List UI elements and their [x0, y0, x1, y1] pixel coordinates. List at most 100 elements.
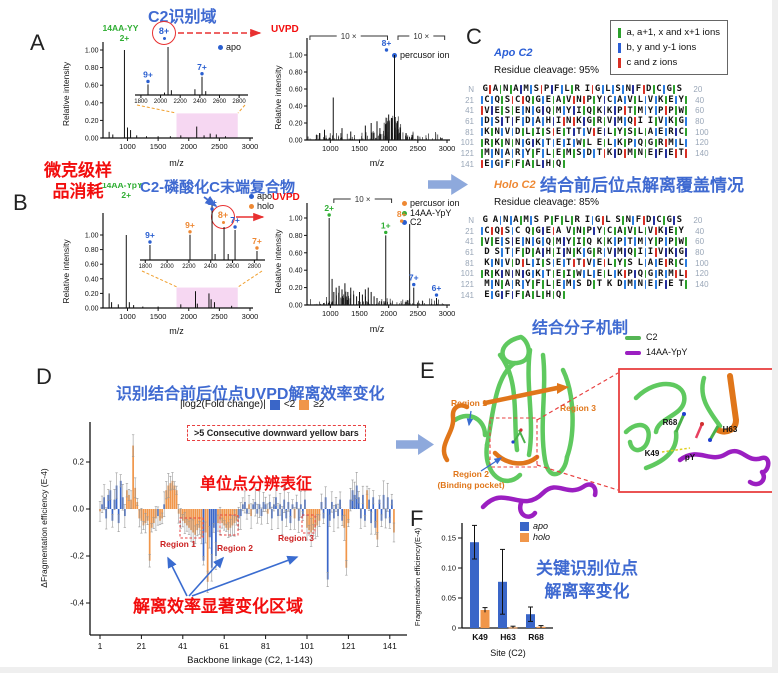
text-mark: 0.40 — [289, 268, 303, 275]
sequence-row: 81 K N V D L I S E T T V E L Y S L A E R C 100 — [465, 127, 709, 138]
path-mark — [623, 422, 651, 453]
a-main-legend: apo — [218, 42, 242, 53]
d-note-regions: 解离效率显著变化区域 — [133, 597, 303, 616]
path-mark — [517, 500, 538, 519]
rect-mark — [326, 509, 329, 580]
sequence-row: 41 V E S E N G Q M Y I Q K K P T M Y P P W 60 — [465, 236, 705, 247]
rect-mark — [152, 509, 155, 524]
text-mark: 7+ — [197, 62, 207, 72]
circle-mark — [188, 230, 192, 234]
ion-type-legend: a, a+1, x and x+1 ions b, y and y-1 ions… — [610, 20, 728, 75]
text-mark: 14AA-YY — [102, 23, 138, 33]
b-uvpd-legend-peptide: 14AA-YpY — [410, 207, 452, 218]
text-mark: 0.80 — [289, 70, 303, 77]
text-mark: -0.2 — [70, 552, 84, 561]
path-mark — [433, 35, 446, 40]
path-mark — [747, 469, 767, 487]
text-mark: 0.60 — [85, 262, 99, 269]
text-mark: 81 — [261, 641, 271, 651]
b-title-cn: C2-磷酸化C末端复合物 — [140, 179, 296, 196]
sequence-row: 121 M N A R Y F L E M S D T K D M N E F E T 140 — [460, 279, 709, 290]
text-mark: 8+ — [207, 197, 217, 207]
text-mark: 0.00 — [289, 303, 303, 310]
c-title-cn: 结合前后位点解离覆盖情况 — [540, 176, 744, 195]
circle-mark — [700, 422, 704, 426]
text-mark: Region 2 — [217, 543, 253, 553]
a-legend-apo-label: apo — [226, 42, 242, 52]
circle-mark — [210, 207, 214, 211]
rect-mark — [146, 509, 149, 521]
text-mark: 1000 — [322, 309, 339, 318]
sequence-row: 61 D S T F D A H I N K G R V M Q I I V K G 80 — [465, 116, 705, 127]
rect-mark — [225, 509, 228, 528]
c2-ribbon-swatch-icon — [625, 335, 641, 340]
text-mark: 1500 — [150, 312, 167, 321]
d-legend-lt2: <2 — [283, 399, 296, 410]
path-mark — [560, 367, 575, 460]
rect-mark — [289, 509, 292, 524]
text-mark: 21 — [137, 641, 147, 651]
path-mark — [526, 347, 534, 458]
window-edge-right — [772, 0, 778, 673]
rect-mark — [202, 509, 205, 561]
text-mark: 2600 — [213, 99, 227, 105]
text-mark: R68 — [663, 418, 678, 427]
path-mark — [677, 449, 771, 475]
b-legend-apo-label: apo — [257, 191, 273, 201]
text-mark: 0.10 — [441, 564, 456, 573]
apo-cleavage-text: Residue cleavage: 95% — [494, 65, 600, 76]
ion-legend-b: b, y and y-1 ions — [626, 42, 697, 53]
rect-mark — [480, 610, 490, 628]
sample-note-line2: 品消耗 — [52, 182, 104, 202]
text-mark: 0.40 — [289, 104, 303, 111]
rect-mark — [204, 509, 207, 533]
text-mark: 7+ — [252, 236, 262, 246]
text-mark: 2+ — [121, 190, 131, 200]
b-circle-dot-icon — [221, 220, 225, 224]
text-mark: 0.0 — [73, 505, 85, 514]
text-mark: 10 × — [355, 195, 371, 204]
circle-mark — [327, 213, 331, 217]
f-legend-holo: holo — [533, 532, 551, 542]
line-mark — [694, 423, 704, 439]
apo-dot-icon — [249, 194, 254, 200]
d-title-cn: 识别结合前后位点UVPD解离效率变化 — [116, 386, 385, 403]
rect-mark — [229, 509, 232, 528]
panel-b-label: B — [13, 190, 28, 215]
rect-mark — [200, 509, 203, 538]
path-mark — [497, 352, 520, 453]
rect-mark — [176, 287, 238, 308]
text-mark: 6+ — [432, 283, 442, 293]
b-uvpd-legend-c2: C2 — [410, 217, 422, 227]
text-mark: 10 × — [413, 32, 429, 41]
text-mark: 2000 — [180, 142, 197, 151]
a-circle-dot-icon — [162, 36, 166, 40]
circle-mark — [200, 72, 204, 76]
sequence-row: 141 E G F F A L H Q — [450, 290, 709, 301]
text-mark: Site (C2) — [490, 648, 526, 658]
rect-mark — [227, 509, 230, 531]
text-mark: 0.40 — [85, 276, 99, 283]
text-mark: 1800 — [139, 264, 153, 270]
text-mark: m/z — [370, 324, 385, 334]
a-uvpd-label: UVPD — [271, 24, 299, 35]
rect-mark — [210, 509, 213, 568]
rect-mark — [119, 480, 122, 509]
e-structure-cartoon: Region 1 Region 2(Binding pocket) Region 3 — [437, 334, 598, 519]
line-mark — [518, 429, 526, 444]
window-edge-bottom — [0, 667, 778, 673]
circle-mark — [399, 219, 404, 223]
text-mark: 2200 — [174, 99, 188, 105]
path-mark — [633, 381, 687, 435]
sequence-row: 81 K N V D L I S E T T V E L Y S L A E R C 100 — [465, 258, 709, 269]
text-mark: 2200 — [182, 264, 196, 270]
text-mark: 0.00 — [85, 306, 99, 313]
line-mark — [237, 104, 246, 114]
text-mark: 0.20 — [85, 291, 99, 298]
rect-mark — [148, 509, 151, 561]
text-mark: 1500 — [351, 144, 368, 153]
rect-mark — [196, 509, 199, 531]
text-mark: 0.80 — [289, 233, 303, 240]
text-mark: Relative intensity — [273, 65, 283, 130]
